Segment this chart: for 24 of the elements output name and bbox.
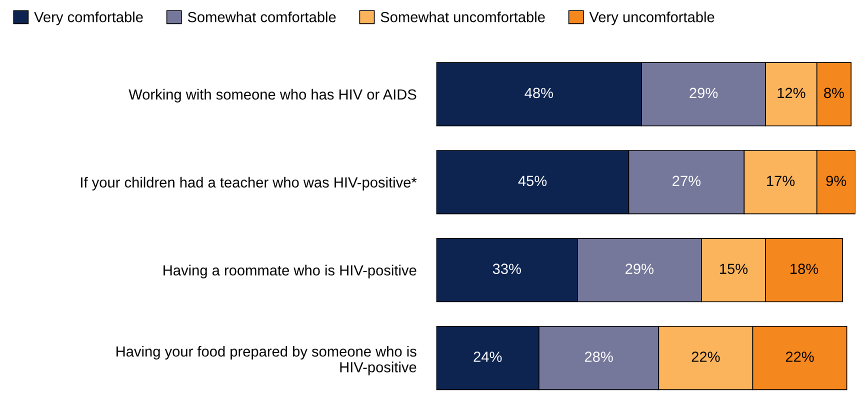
data-label: 17%: [767, 176, 795, 186]
data-label: 22%: [692, 352, 720, 362]
y-tick-label: Having a roommate who is HIV-positive: [164, 264, 416, 278]
y-tick-label: Working with someone who has HIV or AIDS: [128, 88, 416, 103]
legend-label: Very uncomfortable: [589, 12, 714, 26]
data-label: 48%: [524, 88, 554, 98]
data-label: 45%: [518, 176, 547, 186]
data-label: 33%: [492, 264, 521, 274]
data-label: 12%: [778, 88, 806, 98]
data-label: 8%: [824, 88, 844, 98]
legend-label: Somewhat comfortable: [188, 12, 336, 22]
y-tick-label: If your children had a teacher who was HIV-positive*: [81, 176, 417, 190]
data-label: 18%: [790, 264, 818, 274]
data-label: 15%: [720, 264, 748, 274]
legend-label: Very comfortable: [34, 12, 143, 26]
data-label: 22%: [786, 352, 814, 362]
data-label: 9%: [826, 176, 846, 186]
data-label: 27%: [672, 176, 701, 186]
data-label: 24%: [474, 352, 502, 362]
legend-label: Somewhat uncomfortable: [380, 12, 545, 22]
y-tick-label: Having your food prepared by someone who is HIV-positive: [116, 346, 416, 376]
data-label: 29%: [626, 264, 654, 274]
data-label: 28%: [584, 352, 613, 362]
data-label: 29%: [690, 88, 718, 98]
